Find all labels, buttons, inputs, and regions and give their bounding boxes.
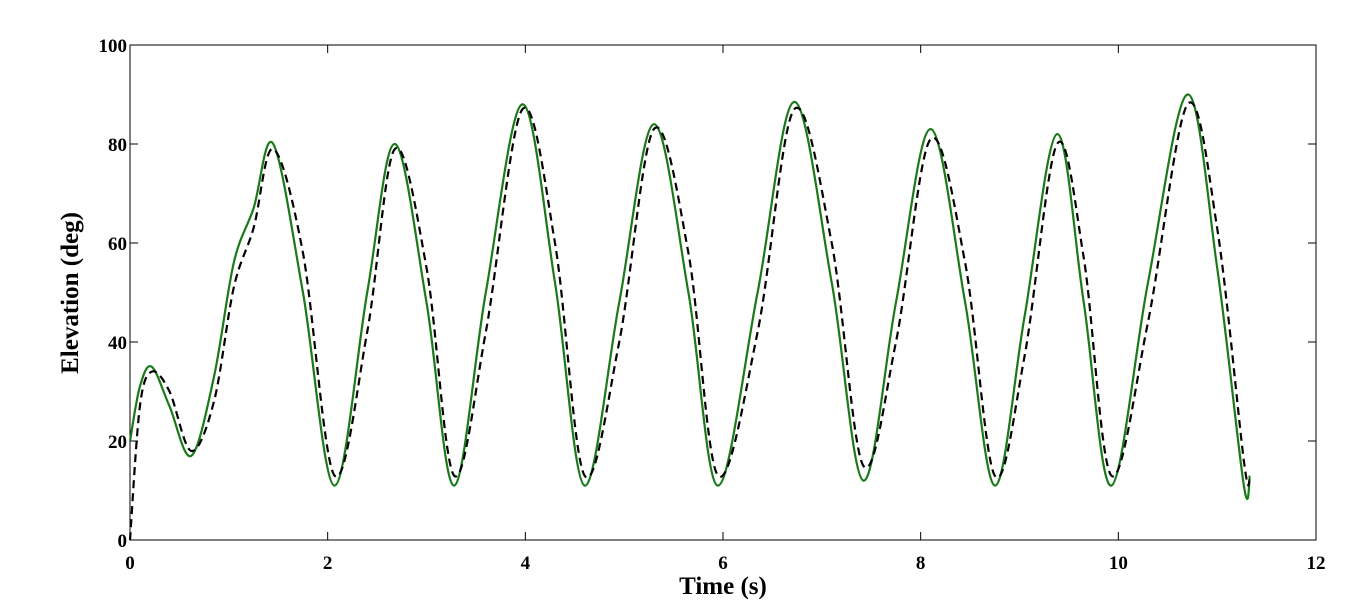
- y-tick-label: 20: [108, 432, 127, 453]
- x-axis-label: Time (s): [679, 573, 767, 600]
- y-tick-label: 60: [108, 234, 127, 255]
- x-tick-label: 10: [1109, 553, 1128, 574]
- series-line: [128, 93, 1251, 500]
- y-tick-label: 100: [99, 36, 128, 57]
- series-line: [128, 101, 1251, 541]
- x-tick-label: 12: [1307, 553, 1326, 574]
- x-tick-label: 8: [916, 553, 926, 574]
- y-tick-label: 80: [108, 135, 127, 156]
- y-axis-label: Elevation (deg): [57, 212, 84, 374]
- x-tick-label: 0: [125, 553, 135, 574]
- y-tick-label: 40: [108, 333, 127, 354]
- x-tick-label: 4: [521, 553, 531, 574]
- x-tick-label: 6: [718, 553, 728, 574]
- x-tick-label: 2: [323, 553, 333, 574]
- y-tick-label: 0: [118, 531, 128, 552]
